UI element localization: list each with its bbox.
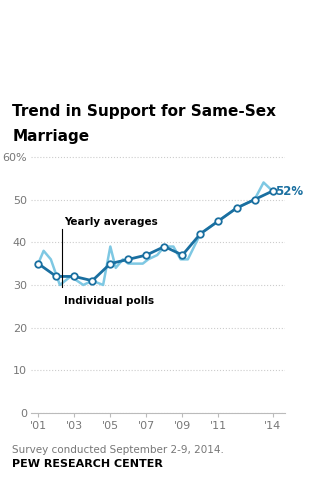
Text: Individual polls: Individual polls (64, 295, 154, 306)
Text: 52%: 52% (275, 185, 303, 197)
Point (126, 256, 131, 263)
Point (252, 196, 257, 204)
Point (90, 277, 95, 285)
Text: Trend in Support for Same-Sex: Trend in Support for Same-Sex (12, 104, 277, 119)
Point (144, 251, 149, 259)
Point (234, 204, 239, 212)
Point (216, 217, 221, 225)
Text: Marriage: Marriage (12, 129, 90, 144)
Text: Survey conducted September 2-9, 2014.: Survey conducted September 2-9, 2014. (12, 445, 224, 455)
Point (180, 251, 185, 259)
Point (108, 260, 113, 267)
Point (162, 243, 167, 250)
Point (270, 187, 275, 195)
Point (54, 273, 59, 280)
Point (72, 273, 77, 280)
Text: PEW RESEARCH CENTER: PEW RESEARCH CENTER (12, 459, 163, 469)
Point (36, 260, 41, 267)
Text: Yearly averages: Yearly averages (64, 217, 158, 227)
Point (198, 230, 203, 238)
